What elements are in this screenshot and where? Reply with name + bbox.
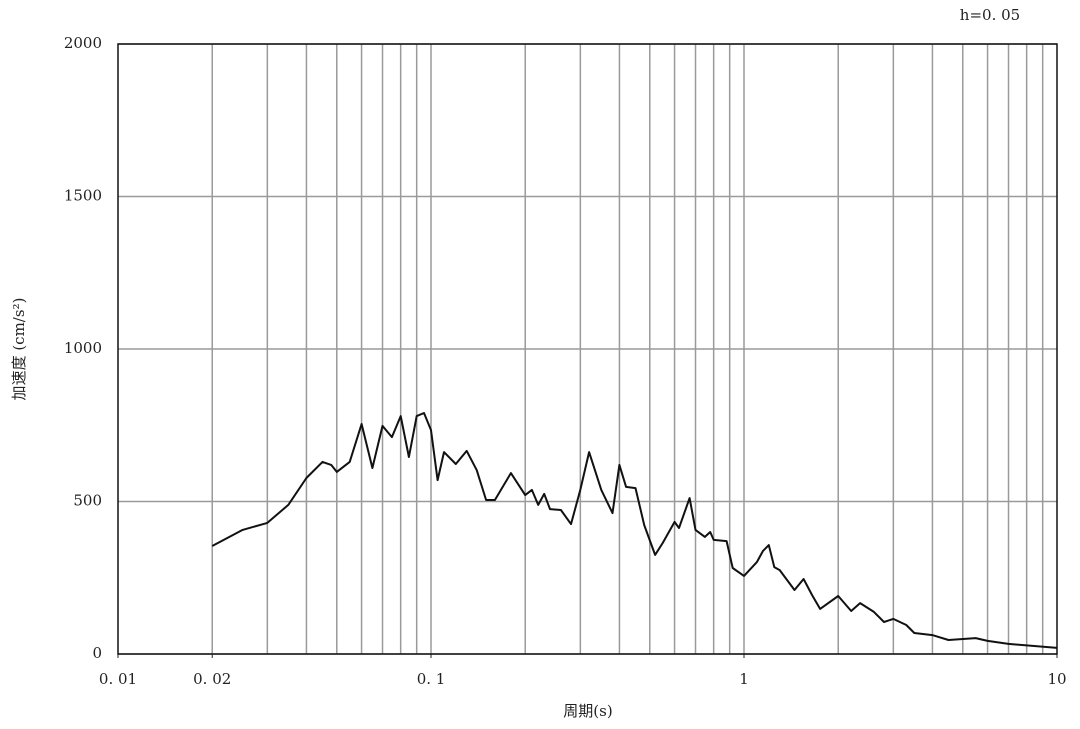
- x-axis-label: 周期(s): [563, 702, 612, 720]
- x-tick-label: 10: [1047, 670, 1066, 688]
- y-tick-label: 2000: [64, 34, 102, 52]
- y-tick-label: 1500: [64, 187, 102, 205]
- x-tick-label: 0. 02: [193, 670, 231, 688]
- plot-frame: [117, 43, 1058, 655]
- data-line: [211, 412, 1058, 649]
- x-tick-label: 0. 1: [417, 670, 446, 688]
- y-tick-label: 1000: [64, 339, 102, 357]
- y-tick-label: 500: [73, 492, 102, 510]
- y-tick-label: 0: [92, 644, 102, 662]
- x-tick-label: 0. 01: [99, 670, 137, 688]
- x-tick-label: 1: [739, 670, 749, 688]
- annotation: h=0. 05: [960, 6, 1020, 24]
- y-axis-label: 加速度 (cm/s²): [10, 298, 28, 401]
